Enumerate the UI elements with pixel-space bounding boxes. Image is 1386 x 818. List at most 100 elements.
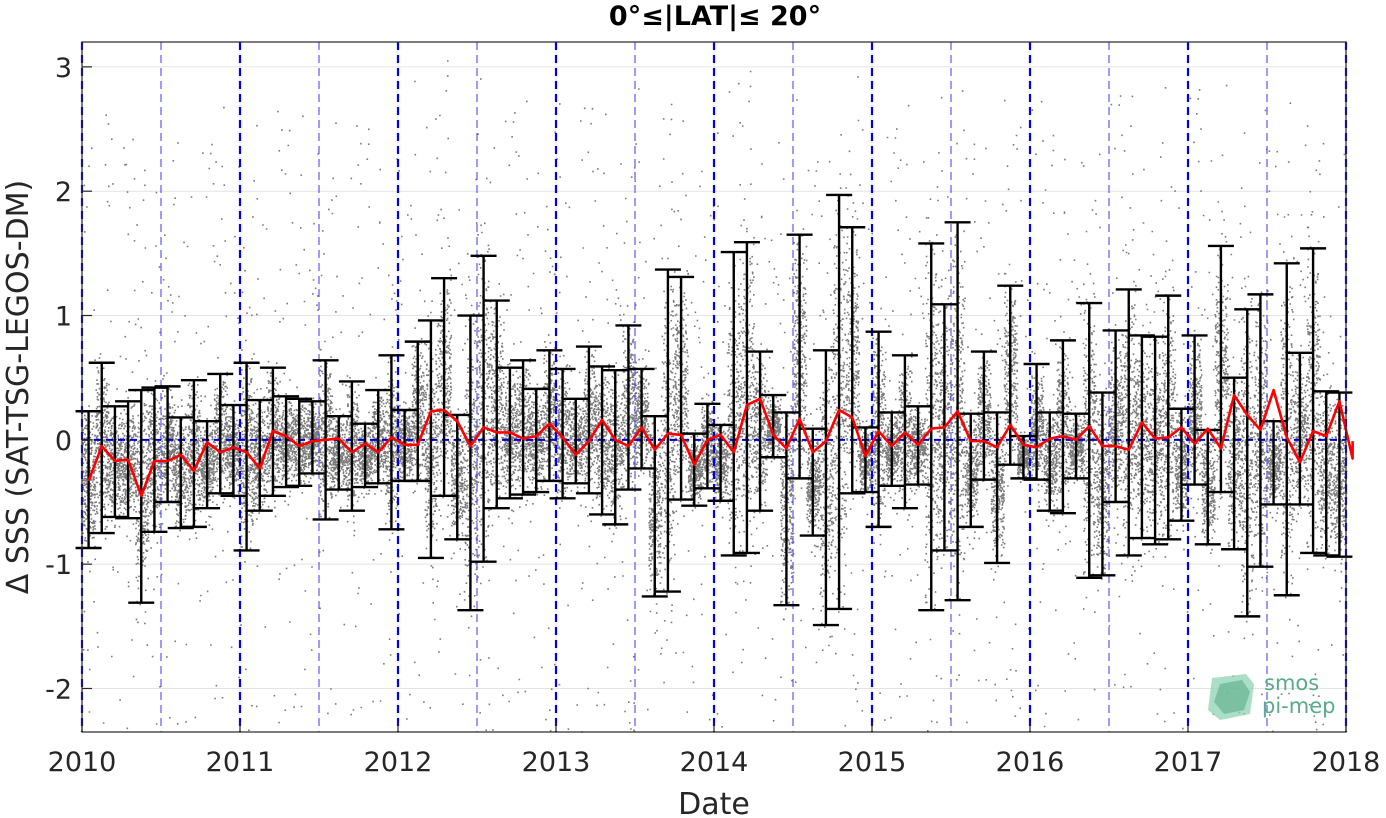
x-tick-label: 2011 bbox=[206, 747, 275, 778]
error-bar bbox=[760, 393, 787, 459]
error-bar bbox=[720, 250, 747, 557]
error-bar bbox=[1313, 390, 1340, 557]
error-bar bbox=[865, 330, 892, 529]
error-bar bbox=[562, 397, 589, 485]
error-bar bbox=[1076, 301, 1103, 580]
x-tick-label: 2016 bbox=[996, 747, 1065, 778]
error-bar bbox=[641, 415, 668, 598]
error-bar bbox=[957, 412, 984, 529]
error-bar bbox=[510, 359, 537, 496]
error-bar bbox=[536, 349, 563, 483]
error-bar bbox=[220, 403, 247, 497]
x-axis: 2010 2011 2012 2013 2014 2015 2016 2017 2018 bbox=[48, 722, 1381, 778]
logo-text-pimep: pi-mep bbox=[1262, 694, 1335, 718]
error-bar bbox=[1115, 288, 1142, 557]
error-bar bbox=[628, 367, 655, 470]
error-bar bbox=[154, 385, 181, 504]
error-bar bbox=[338, 380, 365, 512]
error-bar bbox=[654, 268, 681, 593]
x-tick-label: 2012 bbox=[364, 747, 433, 778]
x-tick-label: 2018 bbox=[1312, 747, 1381, 778]
logo-text-smos: smos bbox=[1264, 671, 1319, 695]
error-bar bbox=[1036, 411, 1063, 512]
y-tick-label: -1 bbox=[45, 550, 72, 581]
x-axis-label: Date bbox=[678, 787, 750, 818]
x-tick-label: 2010 bbox=[48, 747, 117, 778]
error-bar bbox=[694, 402, 721, 490]
mean-line bbox=[87, 388, 1354, 498]
error-bar bbox=[1142, 335, 1169, 546]
error-bar bbox=[1234, 308, 1261, 618]
error-bar bbox=[668, 275, 695, 501]
error-bar bbox=[733, 240, 760, 555]
error-bar bbox=[786, 233, 813, 480]
error-bar bbox=[839, 226, 866, 495]
smos-logo: smos pi-mep bbox=[1208, 671, 1335, 720]
error-bar bbox=[1102, 329, 1129, 504]
error-bar bbox=[1023, 362, 1050, 481]
error-bar bbox=[1286, 351, 1313, 506]
error-bar bbox=[273, 395, 300, 489]
error-bar bbox=[812, 349, 839, 627]
y-tick-label: 0 bbox=[55, 426, 72, 457]
error-bar bbox=[431, 277, 458, 497]
error-bar bbox=[286, 397, 313, 488]
error-bar bbox=[325, 415, 352, 491]
error-bar bbox=[1273, 262, 1300, 597]
error-bar bbox=[1300, 247, 1327, 555]
error-bar bbox=[918, 242, 945, 612]
error-bar bbox=[523, 387, 550, 494]
y-axis-label: Δ SSS (SAT-TSG-LEGOS-DM) bbox=[1, 180, 36, 594]
x-tick-label: 2013 bbox=[522, 747, 591, 778]
error-bar bbox=[1181, 334, 1208, 486]
error-bar bbox=[707, 423, 734, 502]
y-tick-label: -2 bbox=[45, 674, 72, 705]
error-bar bbox=[773, 411, 800, 607]
error-bar bbox=[207, 372, 234, 495]
error-bar bbox=[180, 378, 207, 529]
error-bar bbox=[404, 340, 431, 483]
error-bar bbox=[1207, 244, 1234, 494]
error-bar bbox=[246, 398, 273, 512]
error-bars bbox=[75, 193, 1353, 627]
error-bar bbox=[378, 354, 405, 531]
error-bar bbox=[1089, 391, 1116, 577]
error-bar bbox=[970, 350, 997, 481]
error-bar bbox=[826, 193, 853, 611]
error-bar bbox=[352, 422, 379, 489]
error-bar bbox=[602, 369, 629, 526]
error-bar bbox=[615, 324, 642, 491]
error-bar bbox=[1128, 334, 1155, 540]
error-bar bbox=[1326, 391, 1353, 558]
error-bar bbox=[417, 319, 444, 560]
error-bar bbox=[589, 365, 616, 516]
error-bar bbox=[997, 284, 1024, 466]
error-bar bbox=[194, 419, 221, 510]
error-bar bbox=[470, 254, 497, 563]
y-axis: -2 -1 0 1 2 3 bbox=[45, 53, 92, 705]
x-tick-label: 2014 bbox=[680, 747, 749, 778]
error-bar bbox=[984, 411, 1011, 565]
error-bar bbox=[1063, 412, 1090, 480]
y-tick-label: 2 bbox=[55, 177, 72, 208]
y-tick-label: 3 bbox=[55, 53, 72, 84]
error-bar bbox=[549, 367, 576, 500]
error-bar bbox=[575, 345, 602, 495]
error-bar bbox=[233, 361, 260, 552]
chart-title: 0°≤|LAT|≤ 20° bbox=[609, 1, 821, 32]
error-bar bbox=[167, 416, 194, 530]
error-bar bbox=[1049, 339, 1076, 515]
error-bar bbox=[365, 388, 392, 485]
error-bar bbox=[1155, 294, 1182, 541]
error-bar bbox=[1221, 376, 1248, 551]
x-tick-label: 2015 bbox=[838, 747, 907, 778]
error-bar bbox=[681, 432, 708, 507]
error-bar bbox=[747, 350, 774, 512]
monthly-mean-line bbox=[87, 388, 1354, 498]
error-bar bbox=[457, 314, 484, 612]
error-bar bbox=[299, 400, 326, 475]
error-bar bbox=[483, 299, 510, 510]
y-tick-label: 1 bbox=[55, 302, 72, 333]
x-tick-label: 2017 bbox=[1154, 747, 1223, 778]
